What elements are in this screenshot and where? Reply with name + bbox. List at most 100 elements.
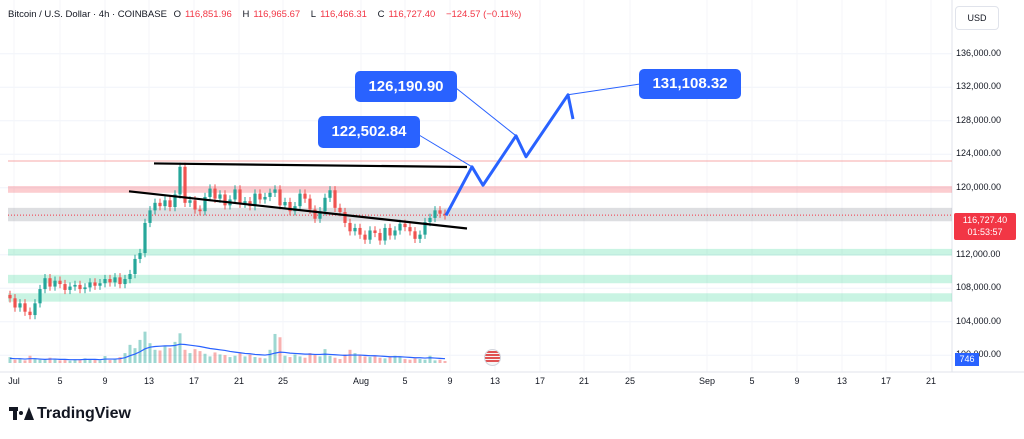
volume-bar (113, 358, 117, 363)
volume-bar (383, 358, 387, 363)
candle-body (403, 223, 407, 228)
candle-body (68, 286, 72, 290)
time-axis-label: 17 (188, 376, 200, 386)
volume-bar (208, 356, 212, 363)
candle-body (393, 230, 397, 236)
price-axis-label: 104,000.00 (956, 315, 1002, 326)
time-axis-label: 25 (624, 376, 636, 386)
ohlc-change: −124.57 (−0.11%) (445, 9, 522, 20)
current-price-value: 116,727.40 (962, 215, 1008, 225)
price-axis-label: 136,000.00 (956, 47, 1002, 58)
volume-bar (308, 353, 312, 363)
candle-body (378, 232, 382, 241)
candle-body (278, 189, 282, 206)
time-axis-label: 13 (489, 376, 501, 386)
zone-current (8, 207, 952, 222)
target-callout-3[interactable]: 131,108.32 (639, 69, 741, 99)
candle-body (423, 222, 427, 235)
chart-grid (0, 0, 1024, 373)
time-axis-label: 9 (447, 376, 453, 386)
zone-support (8, 293, 952, 302)
volume-bar (193, 349, 197, 363)
time-axis-label: 21 (925, 376, 937, 386)
volume-bar (48, 357, 52, 363)
candle-body (283, 201, 287, 206)
volume-bar (288, 357, 292, 363)
volume-bar (278, 337, 282, 363)
volume-bar (333, 357, 337, 363)
volume-bar (393, 355, 397, 363)
current-price-tag: 116,727.40 01:53:57 (954, 213, 1016, 240)
price-axis-label: 120,000.00 (956, 181, 1002, 192)
candle-body (203, 196, 207, 212)
candle-body (28, 311, 32, 316)
time-axis-label: 5 (749, 376, 755, 386)
candle-body (233, 189, 237, 200)
candle-body (368, 230, 372, 240)
volume-bar (128, 344, 132, 363)
zone-support (8, 248, 952, 256)
volume-bar (233, 355, 237, 363)
volume-bar (418, 359, 422, 363)
candle-body (143, 222, 147, 254)
candle-body (268, 192, 272, 197)
candle-body (33, 303, 37, 316)
volume-bar (178, 333, 182, 363)
symbol-title[interactable]: Bitcoin / U.S. Dollar · 4h · COINBASE (8, 9, 167, 20)
volume-bar (28, 355, 32, 363)
time-axis-label: Jul (8, 376, 20, 386)
candle-body (63, 284, 67, 290)
time-axis-label: 17 (880, 376, 892, 386)
target-callout-2[interactable]: 126,190.90 (355, 71, 457, 102)
candle-body (338, 207, 342, 213)
volume-bar (373, 355, 377, 363)
volume-bar (18, 359, 22, 363)
candle-body (118, 277, 122, 285)
price-axis-label: 128,000.00 (956, 114, 1002, 125)
volume-bar (353, 353, 357, 363)
volume-bar (163, 345, 167, 363)
candle-body (273, 189, 277, 193)
candle-body (418, 234, 422, 239)
candle-body (213, 188, 217, 199)
candle-body (108, 279, 112, 283)
volume-bar (43, 360, 47, 363)
candle-body (348, 222, 352, 232)
candle-body (183, 166, 187, 203)
candle-body (53, 280, 57, 287)
volume-bar (58, 360, 62, 363)
volume-bar (378, 357, 382, 363)
volume-bar (223, 355, 227, 363)
time-axis-label: Aug (352, 376, 370, 386)
candle-body (88, 282, 92, 288)
target-callout-1[interactable]: 122,502.84 (318, 116, 420, 148)
candle-body (198, 209, 202, 212)
candle-body (408, 227, 412, 232)
volume-bar (343, 354, 347, 363)
volume-value-tag: 746 (955, 353, 979, 366)
time-axis-label: Sep (698, 376, 716, 386)
candle-body (358, 227, 362, 235)
volume-bar (198, 351, 202, 363)
candle-body (113, 277, 117, 283)
candle-body (58, 280, 62, 285)
volume-bar (368, 357, 372, 363)
volume-bar (148, 343, 152, 363)
tradingview-brand[interactable]: TradingView (9, 405, 131, 423)
volume-bar (53, 359, 57, 363)
us-flag-icon[interactable] (484, 349, 501, 366)
volume-bar (398, 356, 402, 363)
volume-bar (318, 356, 322, 363)
chart-drawings (128, 83, 641, 230)
time-axis-label: 9 (794, 376, 800, 386)
candle-body (148, 210, 152, 223)
channel-lower-line (128, 190, 468, 230)
time-axis-label: 9 (102, 376, 108, 386)
candle-body (323, 197, 327, 212)
candle-body (428, 217, 432, 223)
currency-button[interactable]: USD (955, 6, 999, 30)
candlestick-series (8, 162, 447, 320)
time-axis-label: 13 (836, 376, 848, 386)
time-axis-label: 21 (233, 376, 245, 386)
